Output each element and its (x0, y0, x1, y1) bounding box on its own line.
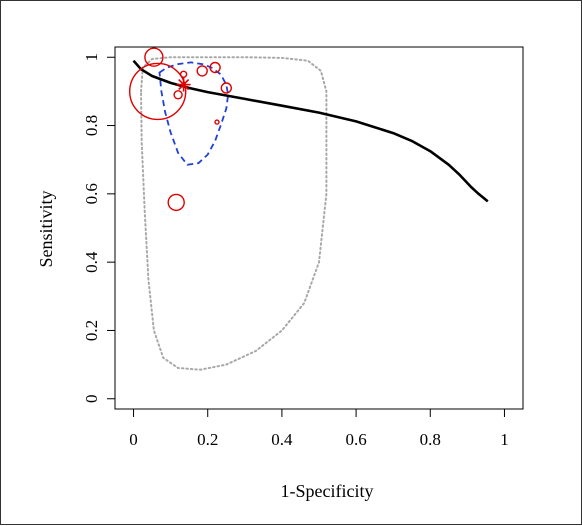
study-point (214, 119, 220, 125)
summary-point-stroke (178, 79, 190, 91)
x-tick-label: 0.4 (271, 430, 293, 449)
study-point (220, 82, 233, 94)
x-tick-label: 0.8 (420, 430, 441, 449)
y-tick-label: 0.4 (82, 251, 101, 273)
y-tick-label: 0 (82, 395, 101, 404)
study-point (196, 65, 208, 77)
y-tick-label: 0.6 (82, 183, 101, 204)
prediction-region (139, 56, 328, 371)
study-point (173, 90, 183, 100)
study-point (167, 193, 185, 212)
study-point (209, 61, 221, 74)
y-tick-label: 1 (82, 53, 101, 62)
confidence-region-contour (158, 61, 230, 166)
y-tick-label: 0.8 (82, 115, 101, 136)
y-tick-label: 0.2 (82, 320, 101, 341)
study-points (128, 47, 233, 212)
x-axis: 0 0.2 0.4 0.6 0.8 1 (129, 408, 509, 449)
confidence-region (158, 61, 230, 166)
sroc-curve-line (132, 59, 489, 203)
study-point (179, 70, 188, 79)
study-point (144, 47, 164, 67)
y-axis-title: Sensitivity (36, 190, 56, 267)
summary-point (176, 77, 191, 92)
x-tick-label: 0.2 (197, 430, 218, 449)
x-tick-label: 1 (500, 430, 509, 449)
x-tick-label: 0.6 (345, 430, 366, 449)
x-tick-label: 0 (129, 430, 138, 449)
study-point (128, 62, 187, 121)
plot-frame (114, 46, 524, 410)
x-axis-title: 1-Specificity (281, 481, 374, 501)
prediction-region-contour (139, 56, 328, 371)
sroc-curve (132, 59, 489, 203)
y-axis: 0 0.2 0.4 0.6 0.8 1 (82, 53, 116, 404)
